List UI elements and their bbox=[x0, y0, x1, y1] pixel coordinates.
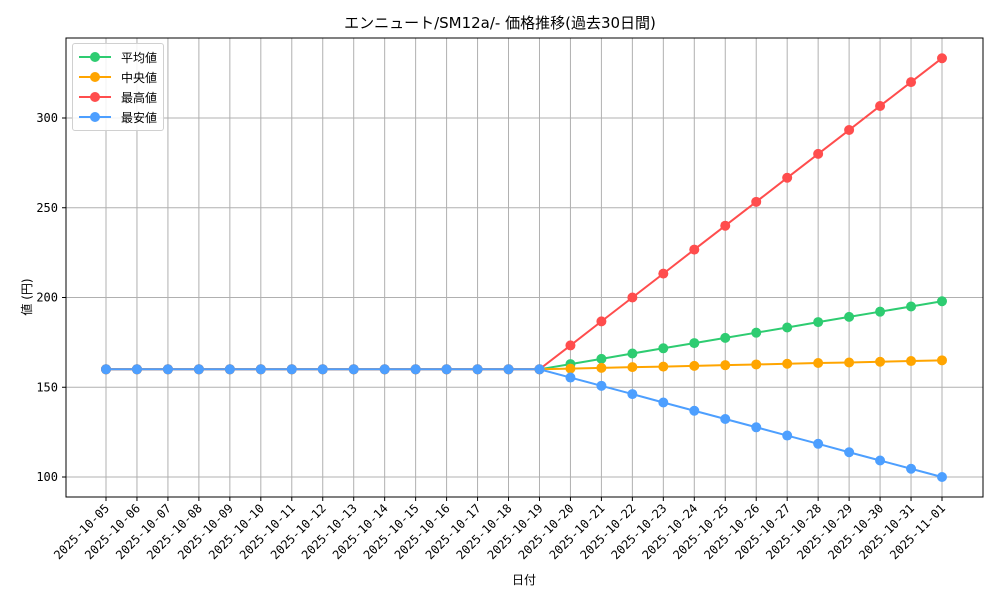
legend-marker-icon bbox=[79, 111, 111, 123]
data-point bbox=[720, 332, 731, 343]
data-point bbox=[782, 172, 793, 183]
data-point bbox=[658, 361, 669, 372]
y-tick-label: 250 bbox=[36, 201, 58, 215]
legend: 平均値中央値最高値最安値 bbox=[72, 43, 165, 131]
data-point bbox=[782, 322, 793, 333]
legend-marker-icon bbox=[79, 71, 111, 83]
data-point bbox=[131, 364, 142, 375]
data-point bbox=[751, 196, 762, 207]
data-point bbox=[751, 327, 762, 338]
data-point bbox=[906, 356, 917, 367]
data-point bbox=[937, 296, 947, 307]
data-point bbox=[875, 100, 886, 111]
data-point bbox=[627, 362, 638, 373]
data-point bbox=[596, 353, 607, 364]
data-point bbox=[565, 363, 576, 374]
data-point bbox=[689, 244, 700, 255]
data-point bbox=[720, 414, 731, 425]
data-point bbox=[937, 355, 947, 366]
chart-title: エンニュート/SM12a/- 価格推移(過去30日間) bbox=[344, 14, 656, 32]
data-point bbox=[875, 356, 886, 367]
data-point bbox=[627, 292, 638, 303]
data-point bbox=[565, 340, 576, 351]
data-point bbox=[875, 306, 886, 317]
data-point bbox=[937, 53, 947, 64]
y-tick-label: 200 bbox=[36, 291, 58, 305]
data-point bbox=[844, 311, 855, 322]
data-point bbox=[813, 317, 824, 328]
legend-marker-icon bbox=[79, 91, 111, 103]
data-point bbox=[751, 359, 762, 370]
data-point bbox=[627, 389, 638, 400]
grid-lines bbox=[66, 38, 983, 497]
y-axis-label: 値 (円) bbox=[20, 278, 35, 316]
data-point bbox=[441, 364, 452, 375]
data-point bbox=[534, 364, 545, 375]
data-point bbox=[906, 301, 917, 312]
legend-item: 最高値 bbox=[79, 87, 157, 107]
data-point bbox=[596, 362, 607, 373]
plot-frame bbox=[65, 37, 984, 498]
legend-label: 中央値 bbox=[121, 70, 158, 85]
data-point bbox=[162, 364, 173, 375]
data-point bbox=[906, 463, 917, 474]
data-point bbox=[503, 364, 514, 375]
data-point bbox=[286, 364, 297, 375]
data-point bbox=[658, 268, 669, 279]
data-point bbox=[689, 338, 700, 349]
data-point bbox=[565, 372, 576, 383]
data-point bbox=[410, 364, 421, 375]
data-point bbox=[255, 364, 266, 375]
data-point bbox=[782, 430, 793, 441]
data-point bbox=[193, 364, 204, 375]
data-point bbox=[875, 455, 886, 466]
data-point bbox=[224, 364, 235, 375]
data-point bbox=[782, 358, 793, 369]
data-point bbox=[689, 405, 700, 416]
series-line bbox=[101, 364, 947, 482]
data-point bbox=[813, 148, 824, 159]
data-point bbox=[596, 316, 607, 327]
legend-marker-icon bbox=[79, 51, 111, 63]
data-point bbox=[813, 438, 824, 449]
x-axis-label: 日付 bbox=[511, 573, 536, 587]
data-point bbox=[906, 77, 917, 88]
data-point bbox=[689, 360, 700, 371]
legend-label: 最高値 bbox=[121, 90, 158, 105]
data-point bbox=[844, 447, 855, 458]
data-point bbox=[720, 360, 731, 371]
data-point bbox=[844, 125, 855, 136]
legend-item: 最安値 bbox=[79, 107, 157, 127]
data-point bbox=[658, 397, 669, 408]
data-point bbox=[751, 422, 762, 433]
data-point bbox=[937, 472, 947, 482]
data-point bbox=[813, 358, 824, 369]
y-axis: 100 150 200 250 300 bbox=[36, 111, 66, 484]
data-point bbox=[720, 220, 731, 231]
y-tick-label: 100 bbox=[36, 470, 58, 484]
x-axis: 2025-10-052025-10-062025-10-072025-10-08… bbox=[51, 497, 948, 562]
data-point bbox=[844, 357, 855, 368]
data-point bbox=[472, 364, 483, 375]
data-series bbox=[101, 53, 947, 482]
data-point bbox=[101, 364, 111, 375]
y-tick-label: 150 bbox=[36, 380, 58, 394]
data-point bbox=[658, 343, 669, 354]
legend-label: 最安値 bbox=[121, 110, 158, 125]
legend-label: 平均値 bbox=[121, 50, 158, 65]
legend-item: 平均値 bbox=[79, 47, 157, 67]
data-point bbox=[379, 364, 390, 375]
legend-item: 中央値 bbox=[79, 67, 157, 87]
data-point bbox=[596, 380, 607, 391]
data-point bbox=[348, 364, 359, 375]
data-point bbox=[627, 348, 638, 359]
y-tick-label: 300 bbox=[36, 111, 58, 125]
data-point bbox=[317, 364, 328, 375]
